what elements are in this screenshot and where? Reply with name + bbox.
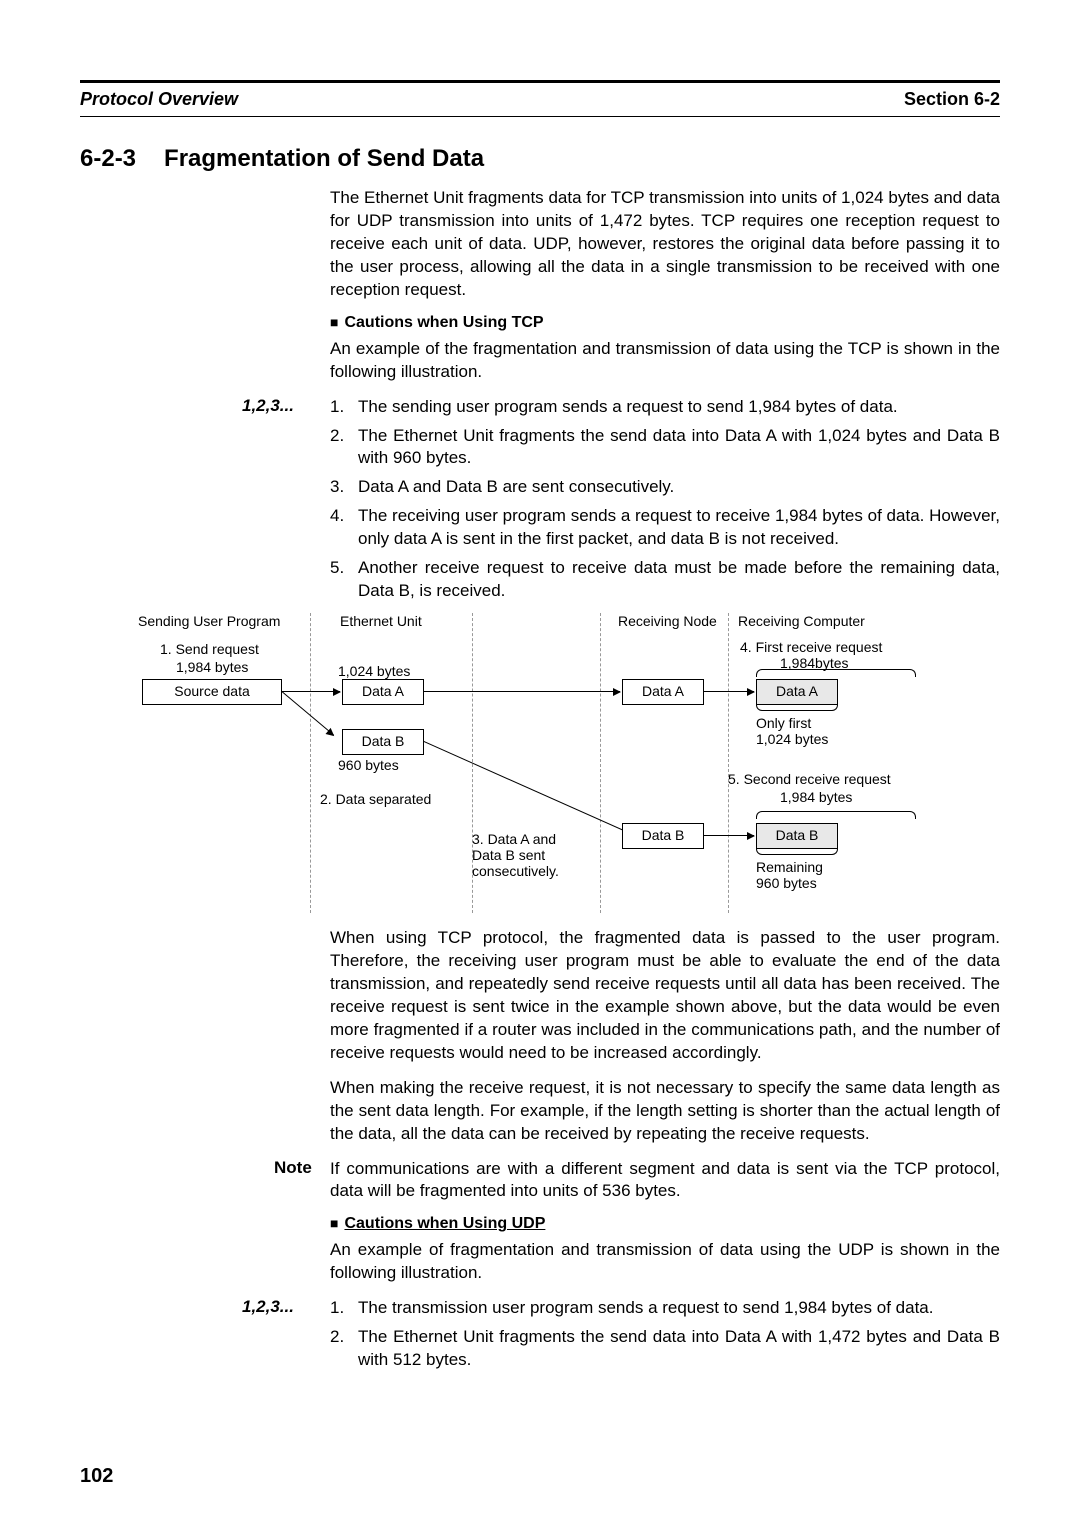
tcp-after-2: When making the receive request, it is n… xyxy=(330,1077,1000,1146)
section-title: 6-2-3 Fragmentation of Send Data xyxy=(80,145,1000,173)
comp-a-box: Data A xyxy=(756,679,838,705)
udp-heading: ■Cautions when Using UDP xyxy=(330,1215,1000,1233)
send-request-label: 1. Send request xyxy=(160,641,259,659)
tcp-after-1: When using TCP protocol, the fragmented … xyxy=(330,927,1000,1065)
page-header: Protocol Overview Section 6-2 xyxy=(80,85,1000,117)
bytes-960-label: 960 bytes xyxy=(338,757,399,775)
first-recv-label: 4. First receive request xyxy=(740,639,882,657)
diagram-col4: Receiving Computer xyxy=(738,613,865,631)
second-recv-bytes: 1,984 bytes xyxy=(780,789,852,807)
data-b-box: Data B xyxy=(342,729,424,755)
header-right: Section 6-2 xyxy=(904,89,1000,110)
bytes-1024-label: 1,024 bytes xyxy=(338,663,410,681)
list-item: 2.The Ethernet Unit fragments the send d… xyxy=(330,425,1000,471)
list-item: 5.Another receive request to receive dat… xyxy=(330,557,1000,603)
diagram-col1: Sending User Program xyxy=(138,613,280,631)
consec-label-1: 3. Data A and xyxy=(472,831,556,849)
data-a-box: Data A xyxy=(342,679,424,705)
square-bullet-icon: ■ xyxy=(330,314,338,330)
diagram-col2: Ethernet Unit xyxy=(340,613,422,631)
udp-lead: An example of fragmentation and transmis… xyxy=(330,1239,1000,1285)
header-left: Protocol Overview xyxy=(80,89,238,110)
comp-b-box: Data B xyxy=(756,823,838,849)
source-data-box: Source data xyxy=(142,679,282,705)
intro-paragraph: The Ethernet Unit fragments data for TCP… xyxy=(330,187,1000,302)
remaining-1: Remaining xyxy=(756,859,823,877)
tcp-diagram: Sending User Program Ethernet Unit Recei… xyxy=(120,613,940,913)
steps-label: 1,2,3... xyxy=(242,1297,294,1317)
only-first-2: 1,024 bytes xyxy=(756,731,828,749)
only-first-1: Only first xyxy=(756,715,811,733)
list-item: 1.The sending user program sends a reque… xyxy=(330,396,1000,419)
diagram-col3: Receiving Node xyxy=(618,613,717,631)
section-heading: Fragmentation of Send Data xyxy=(164,145,484,173)
send-bytes-label: 1,984 bytes xyxy=(176,659,248,677)
consec-label-3: consecutively. xyxy=(472,863,559,881)
recv-b-box: Data B xyxy=(622,823,704,849)
tcp-steps: 1,2,3... 1.The sending user program send… xyxy=(330,396,1000,604)
list-item: 2.The Ethernet Unit fragments the send d… xyxy=(330,1326,1000,1372)
section-number: 6-2-3 xyxy=(80,145,136,173)
data-separated-label: 2. Data separated xyxy=(320,791,431,809)
tcp-heading: ■Cautions when Using TCP xyxy=(330,314,1000,332)
tcp-lead: An example of the fragmentation and tran… xyxy=(330,338,1000,384)
remaining-2: 960 bytes xyxy=(756,875,817,893)
udp-steps: 1,2,3... 1.The transmission user program… xyxy=(330,1297,1000,1372)
steps-label: 1,2,3... xyxy=(242,396,294,416)
square-bullet-icon: ■ xyxy=(330,1215,338,1231)
page-number: 102 xyxy=(80,1465,113,1488)
list-item: 1.The transmission user program sends a … xyxy=(330,1297,1000,1320)
note-label: Note xyxy=(274,1158,312,1178)
note-text: If communications are with a different s… xyxy=(330,1158,1000,1204)
list-item: 4.The receiving user program sends a req… xyxy=(330,505,1000,551)
list-item: 3.Data A and Data B are sent consecutive… xyxy=(330,476,1000,499)
recv-a-box: Data A xyxy=(622,679,704,705)
second-recv-label: 5. Second receive request xyxy=(728,771,891,789)
consec-label-2: Data B sent xyxy=(472,847,545,865)
